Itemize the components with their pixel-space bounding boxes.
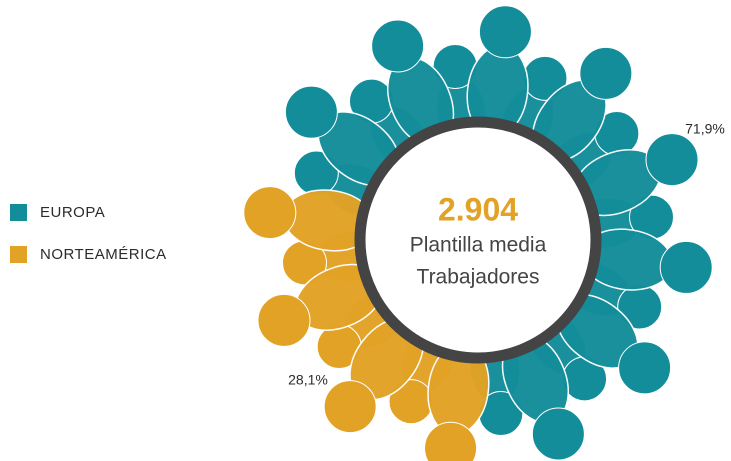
- legend-label: NORTEAMÉRICA: [40, 246, 167, 263]
- legend-label: EUROPA: [40, 204, 105, 221]
- legend-swatch: [10, 204, 27, 221]
- value-label: 71,9%: [685, 121, 725, 137]
- pie-slice: [243, 186, 490, 461]
- center-ring: [354, 116, 602, 364]
- figure-head: [323, 380, 377, 434]
- center-text: Trabajadores: [417, 266, 540, 289]
- value-label: 28,1%: [288, 372, 328, 388]
- legend-swatch: [10, 246, 27, 263]
- figure-head: [371, 19, 425, 73]
- figure-head: [257, 293, 311, 347]
- figure-head: [243, 186, 297, 240]
- figure-head: [579, 46, 633, 100]
- figure-head: [424, 421, 478, 461]
- figure-head: [531, 407, 585, 461]
- figure-head: [478, 5, 532, 59]
- center-text: Plantilla media: [410, 234, 547, 257]
- figure-head: [284, 85, 338, 139]
- figure-head: [645, 133, 699, 187]
- center-value: 2.904: [438, 191, 518, 227]
- figure-head: [618, 341, 672, 395]
- figure-head: [659, 240, 713, 294]
